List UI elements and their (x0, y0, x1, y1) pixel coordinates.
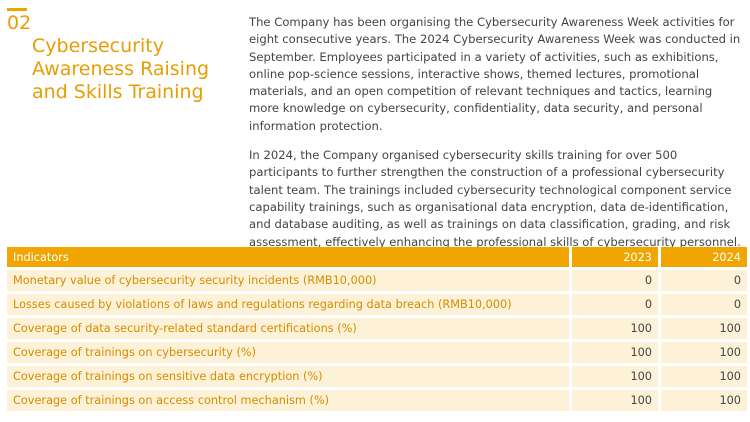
value-cell: 100 (661, 342, 747, 363)
indicator-cell: Coverage of data security-related standa… (7, 318, 569, 339)
value-cell: 0 (572, 294, 658, 315)
value-cell: 100 (661, 366, 747, 387)
section-heading: 02 Cybersecurity Awareness Raising and Skil… (7, 12, 209, 104)
section-number: 02 (7, 12, 32, 34)
value-cell: 0 (661, 294, 747, 315)
indicator-cell: Coverage of trainings on sensitive data … (7, 366, 569, 387)
value-cell: 100 (572, 366, 658, 387)
value-cell: 0 (661, 270, 747, 291)
value-cell: 100 (572, 342, 658, 363)
body-text: The Company has been organising the Cybe… (249, 14, 745, 263)
header-cell: Indicators (7, 247, 569, 267)
value-cell: 100 (661, 318, 747, 339)
table-row: Coverage of trainings on cybersecurity (… (7, 342, 747, 363)
table-row: Losses caused by violations of laws and … (7, 294, 747, 315)
paragraph: The Company has been organising the Cybe… (249, 15, 741, 133)
paragraph: In 2024, the Company organised cybersecu… (249, 148, 741, 249)
header-cell: 2024 (661, 247, 747, 267)
indicator-cell: Coverage of trainings on cybersecurity (… (7, 342, 569, 363)
value-cell: 100 (572, 318, 658, 339)
value-cell: 100 (572, 390, 658, 411)
indicator-cell: Monetary value of cybersecurity security… (7, 270, 569, 291)
table-row: Monetary value of cybersecurity security… (7, 270, 747, 291)
title-line: and Skills Training (32, 81, 204, 103)
indicator-table: Indicators 2023 2024 Monetary value of cybe… (4, 244, 750, 414)
indicator-cell: Coverage of trainings on access control … (7, 390, 569, 411)
table-row: Coverage of trainings on access control … (7, 390, 747, 411)
title-line: Awareness Raising (32, 58, 210, 80)
value-cell: 0 (572, 270, 658, 291)
accent-bar (7, 8, 27, 11)
table-row: Coverage of trainings on sensitive data … (7, 366, 747, 387)
value-cell: 100 (661, 390, 747, 411)
header-cell: 2023 (572, 247, 658, 267)
title-line: Cybersecurity (32, 35, 164, 57)
table-row: Coverage of data security-related standa… (7, 318, 747, 339)
indicator-cell: Losses caused by violations of laws and … (7, 294, 569, 315)
